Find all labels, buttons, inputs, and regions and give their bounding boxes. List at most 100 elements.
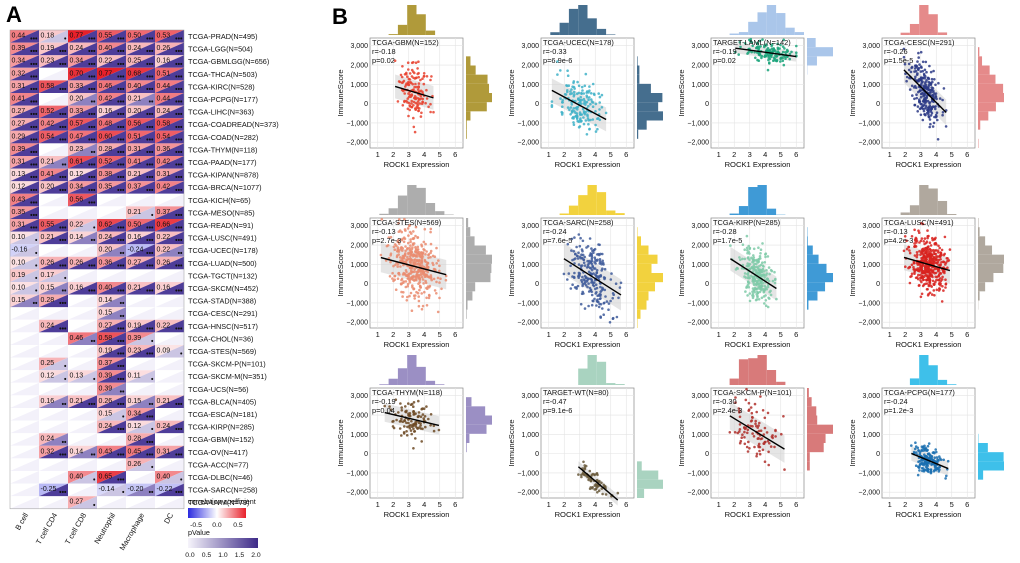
data-point: [919, 113, 923, 117]
data-point: [784, 57, 787, 60]
heatmap-legend: correlation coefficient-0.5 0.0 0.5pValue0…: [185, 497, 261, 559]
data-point: [941, 285, 944, 288]
pvalue-cell: [39, 67, 68, 81]
heatmap-row: 0.32•••0.70•••0.77•••0.68•••0.51••• TCGA-…: [10, 67, 257, 81]
marginal-x-bar: [748, 187, 758, 215]
heatmap-row-label: TCGA-COADREAD(N=373): [188, 120, 279, 129]
pvalue-cell: [126, 458, 155, 471]
data-point: [916, 267, 919, 270]
data-point: [759, 437, 762, 441]
pvalue-cell: [39, 30, 68, 43]
data-point: [594, 130, 598, 133]
significance-stars: •••: [146, 326, 154, 333]
p-value: p=1.7e-5: [713, 236, 742, 245]
significance-stars: •••: [175, 288, 183, 295]
significance-stars: •••: [117, 477, 125, 484]
x-axis-label: ROCK1 Expression: [896, 510, 962, 519]
pvalue-cell: [10, 269, 39, 282]
data-point: [426, 270, 430, 274]
data-point: [422, 74, 426, 78]
heatmap-row-label: TCGA-STAD(N=388): [188, 297, 256, 306]
correlation-value: 0.21: [41, 234, 55, 241]
data-point: [429, 110, 432, 114]
marginal-x-bar: [919, 185, 929, 215]
data-point: [435, 246, 438, 250]
data-point: [574, 99, 577, 103]
scatter-panel: 1 2 3 4 5 63,0002,0001,0000−1,000−2,000TCGA-G…: [336, 5, 492, 169]
data-point: [444, 278, 448, 282]
data-point: [746, 251, 749, 255]
significance-stars: •••: [117, 187, 125, 194]
marginal-y-bar: [807, 443, 824, 453]
data-point: [583, 84, 587, 88]
marginal-y-bar: [466, 65, 476, 75]
data-point: [423, 275, 427, 279]
data-point: [408, 246, 412, 250]
y-tick-label: −1,000: [858, 120, 880, 127]
data-point: [770, 43, 774, 46]
data-point: [776, 47, 780, 51]
x-tick-label: 6: [453, 500, 457, 509]
marginal-y-bar: [466, 263, 492, 273]
data-point: [771, 434, 774, 437]
data-point: [930, 293, 934, 296]
pvalue-cell: [155, 345, 184, 358]
data-point: [918, 459, 922, 463]
x-tick-label: 4: [934, 500, 938, 509]
correlation-value: 0.31: [12, 83, 26, 90]
x-tick-label: 4: [763, 330, 767, 339]
correlation-value: 0.20: [70, 96, 84, 103]
x-tick-label: 6: [624, 500, 628, 509]
marginal-x-bar: [388, 34, 398, 35]
data-point: [926, 444, 930, 448]
data-point: [600, 106, 604, 109]
data-point: [938, 273, 941, 276]
pvalue-cell: [39, 307, 68, 320]
marginal-y-bar: [807, 415, 818, 425]
data-point: [922, 278, 925, 282]
correlation-value: 0.26: [70, 259, 84, 266]
heatmap-row-label: TCGA-THCA(N=503): [188, 70, 257, 79]
data-point: [572, 121, 575, 124]
marginal-x-bar: [587, 18, 597, 35]
marginal-x-bar: [397, 195, 408, 215]
correlation-cell: [97, 93, 126, 106]
data-point: [405, 434, 409, 437]
marginal-y-bar: [466, 227, 471, 237]
marginal-y-bar: [637, 227, 638, 237]
correlation-cell: [126, 67, 155, 81]
data-point: [395, 418, 398, 422]
marginal-y-bar: [637, 245, 649, 255]
data-point: [590, 293, 594, 297]
data-point: [914, 75, 917, 79]
significance-stars: •: [35, 263, 38, 270]
data-point: [609, 299, 612, 303]
pvalue-cell: [97, 30, 126, 43]
data-point: [934, 83, 937, 87]
data-point: [389, 260, 392, 264]
data-point: [758, 268, 761, 271]
data-point: [916, 473, 920, 477]
significance-stars: •••: [175, 74, 183, 81]
marginal-y-bar: [637, 111, 663, 121]
pvalue-cell: [68, 156, 97, 169]
correlation-value: 0.33: [70, 108, 84, 115]
significance-stars: •••: [88, 36, 96, 43]
data-point: [929, 82, 933, 85]
pvalue-cell: [68, 93, 97, 106]
data-point: [744, 398, 748, 402]
data-point: [422, 270, 425, 274]
correlation-cell: [68, 483, 97, 497]
marginal-y-bar: [978, 245, 993, 255]
y-tick-label: 3,000: [862, 223, 880, 230]
y-axis-label: ImmuneScore: [677, 69, 686, 116]
y-tick-label: 0: [705, 101, 709, 108]
pvalue-cell: [39, 345, 68, 358]
pvalue-cell: [68, 130, 97, 144]
data-point: [757, 444, 760, 448]
y-tick-label: 3,000: [862, 393, 880, 400]
data-point: [416, 270, 419, 274]
x-tick-label: 2: [732, 330, 736, 339]
data-point: [935, 288, 939, 292]
data-point: [410, 253, 413, 257]
